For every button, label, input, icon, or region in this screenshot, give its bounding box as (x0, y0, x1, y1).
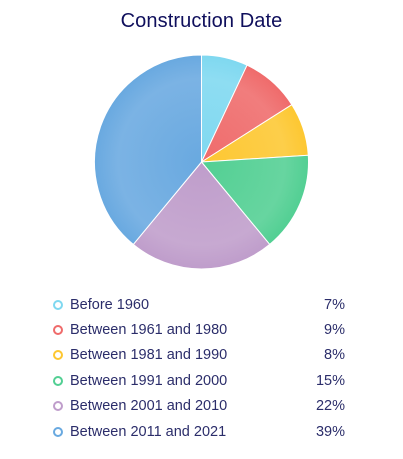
legend-value: 9% (324, 322, 345, 339)
legend-label: Between 2001 and 2010 (70, 398, 228, 415)
legend-item[interactable]: Between 2011 and 2021 39% (52, 419, 345, 444)
legend-value: 22% (315, 398, 345, 415)
legend-swatch-icon (53, 426, 63, 437)
legend-value: 7% (324, 296, 345, 313)
legend-label: Between 2011 and 2021 (70, 423, 227, 440)
legend-swatch-icon (53, 401, 63, 412)
chart-title: Construction Date (120, 10, 283, 32)
legend-item[interactable]: Between 1981 and 1990 8% (52, 343, 345, 368)
legend-label: Between 1981 and 1990 (70, 347, 228, 364)
legend-item[interactable]: Between 1961 and 1980 9% (52, 317, 345, 342)
chart-legend: Before 1960 7% Between 1961 and 1980 9% Betw… (52, 292, 345, 444)
legend-label: Between 1991 and 2000 (70, 372, 228, 389)
legend-item[interactable]: Before 1960 7% (52, 292, 345, 317)
legend-label: Before 1960 (70, 296, 150, 313)
legend-label: Between 1961 and 1980 (70, 322, 228, 339)
legend-value: 15% (315, 372, 345, 389)
pie-slice-6[interactable] (94, 54, 202, 246)
legend-item[interactable]: Between 1991 and 2000 15% (52, 368, 345, 393)
legend-item[interactable]: Between 2001 and 2010 22% (52, 394, 345, 419)
legend-swatch-icon (53, 299, 63, 310)
legend-swatch-icon (53, 350, 63, 361)
pie-chart (94, 54, 309, 270)
legend-swatch-icon (53, 325, 63, 336)
pie-slice-4[interactable] (200, 154, 309, 246)
legend-value: 39% (315, 423, 345, 440)
legend-value: 8% (324, 347, 345, 364)
pie-slice-5[interactable] (132, 161, 271, 270)
pie-slices (94, 54, 309, 270)
legend-swatch-icon (53, 375, 63, 386)
